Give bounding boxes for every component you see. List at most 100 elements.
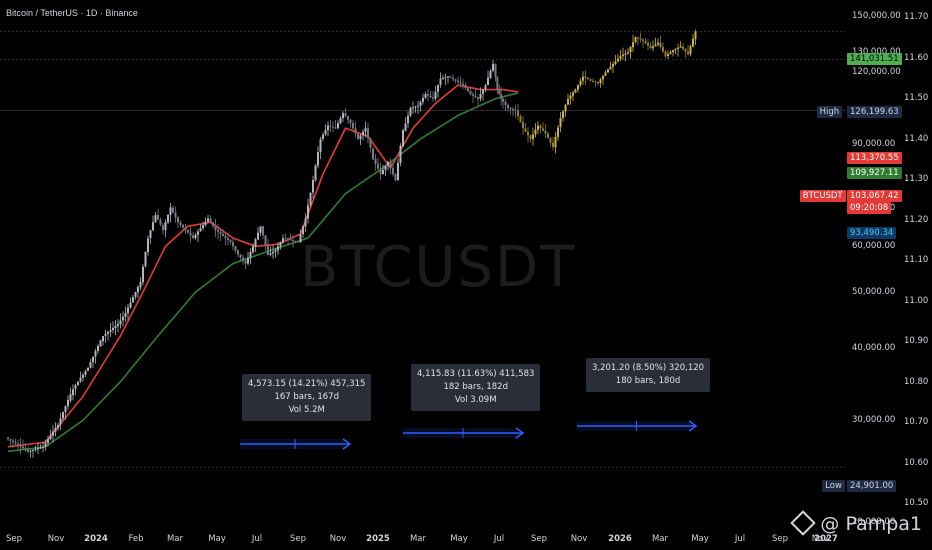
candle-body: [209, 218, 212, 223]
candle-body: [104, 333, 107, 336]
candle-body: [62, 411, 64, 419]
projection-info-line: Vol 3.09M: [454, 395, 497, 405]
candle-body: [454, 79, 457, 81]
candle-body: [512, 108, 514, 110]
candle-body: [77, 381, 79, 386]
proj-candle-body: [522, 122, 524, 129]
candle-body: [194, 234, 197, 239]
candle-body: [477, 97, 479, 99]
candle-body: [137, 286, 139, 293]
projection-info-line: 4,573.15 (14.21%) 457,315: [248, 379, 366, 389]
candle-body: [52, 431, 54, 436]
proj-candle-body: [622, 54, 624, 57]
candle-body: [117, 323, 119, 327]
x-tick-label: Nov: [812, 534, 829, 544]
proj-candle-body: [669, 52, 672, 55]
log-tick-label: 10.80: [904, 376, 929, 387]
x-tick-label: Sep: [772, 534, 788, 544]
x-tick-label: Sep: [290, 534, 306, 544]
candle-body: [394, 173, 397, 181]
watermark: BTCUSDT: [300, 235, 577, 300]
price-tag: 126,199.63: [847, 106, 902, 118]
candle-body: [309, 192, 312, 206]
y-tick-label: 50,000.00: [852, 287, 896, 298]
price-tag: 103,067.42: [847, 190, 902, 202]
proj-candle-body: [537, 125, 539, 131]
chart-title: Bitcoin / TetherUS · 1D · Binance: [6, 8, 138, 18]
arrow-band: [577, 421, 690, 431]
candle-body: [119, 320, 122, 325]
candle-body: [307, 205, 309, 219]
proj-candle-body: [662, 47, 664, 52]
proj-candle-body: [664, 51, 667, 57]
candle-body: [17, 443, 19, 446]
candle-body: [502, 98, 504, 102]
brand: @ Pampa1: [790, 509, 922, 536]
candle-body: [389, 161, 392, 168]
candle-body: [357, 133, 359, 139]
candle-body: [204, 221, 207, 226]
candle-body: [59, 418, 62, 425]
candle-body: [274, 250, 277, 252]
candle-body: [144, 251, 147, 267]
candle-body: [114, 325, 117, 328]
candle-body: [149, 230, 152, 239]
y-tick-label: 90,000.00: [852, 139, 896, 150]
log-tick-label: 10.60: [904, 457, 929, 468]
candle-body: [232, 242, 234, 247]
price-tag-time: 09:20:08: [847, 202, 892, 214]
candle-body: [427, 94, 429, 96]
candle-body: [269, 253, 272, 255]
candle-body: [487, 77, 489, 86]
ma-fast-path: [7, 84, 519, 448]
candle-body: [498, 89, 501, 95]
log-tick-label: 10.70: [904, 417, 929, 427]
x-tick-label: Sep: [531, 534, 547, 544]
candle-body: [177, 217, 179, 223]
candle-body: [247, 257, 249, 264]
price-tag-label: Low: [822, 480, 845, 492]
proj-candle-body: [534, 129, 537, 135]
candle-body: [87, 367, 89, 371]
price-tag-label: BTCUSDT: [799, 190, 846, 202]
candle-body: [147, 238, 149, 252]
projection-info-box: 4,115.83 (11.63%) 411,583 182 bars, 182d V…: [411, 364, 541, 411]
candle-body: [404, 123, 407, 131]
x-tick-label: Jul: [493, 534, 504, 544]
candle-body: [122, 316, 124, 321]
candle-body: [474, 95, 477, 98]
proj-candle-body: [612, 63, 614, 67]
ma-fast-line: [7, 84, 519, 448]
candle-body: [9, 439, 12, 441]
log-tick-label: 11.40: [904, 133, 929, 144]
proj-candle-body: [634, 37, 637, 42]
proj-candle-body: [604, 72, 607, 76]
projection-info-line: 167 bars, 167d: [274, 392, 339, 402]
arrow-head: [515, 427, 525, 439]
log-tick-label: 11.60: [904, 52, 929, 63]
candle-body: [322, 134, 324, 139]
y-tick-label: 130,000.00: [852, 47, 901, 57]
x-tick-label: Jul: [734, 534, 745, 544]
projection-info-line: 182 bars, 182d: [443, 382, 508, 392]
log-tick-label: 11.50: [904, 93, 929, 103]
price-tag: 141,031.51: [847, 53, 902, 65]
candle-body: [29, 450, 32, 452]
candle-body: [202, 225, 204, 229]
projection-info-line: Vol 5.2M: [288, 405, 325, 415]
proj-candle-body: [569, 95, 572, 99]
candle-body: [109, 329, 112, 332]
candle-body: [174, 212, 177, 218]
candle-body: [437, 85, 439, 92]
x-tick-label: 2027: [814, 534, 838, 544]
candle-body: [284, 238, 287, 240]
candle-body: [417, 105, 419, 107]
candle-body: [377, 163, 379, 169]
candle-body: [334, 127, 337, 129]
x-tick-label: Nov: [330, 534, 347, 544]
candle-body: [329, 125, 332, 127]
proj-candle-body: [524, 128, 527, 132]
proj-candle-body: [557, 127, 559, 138]
projection-info-box: 4,573.15 (14.21%) 457,315 167 bars, 167d V…: [242, 374, 372, 421]
